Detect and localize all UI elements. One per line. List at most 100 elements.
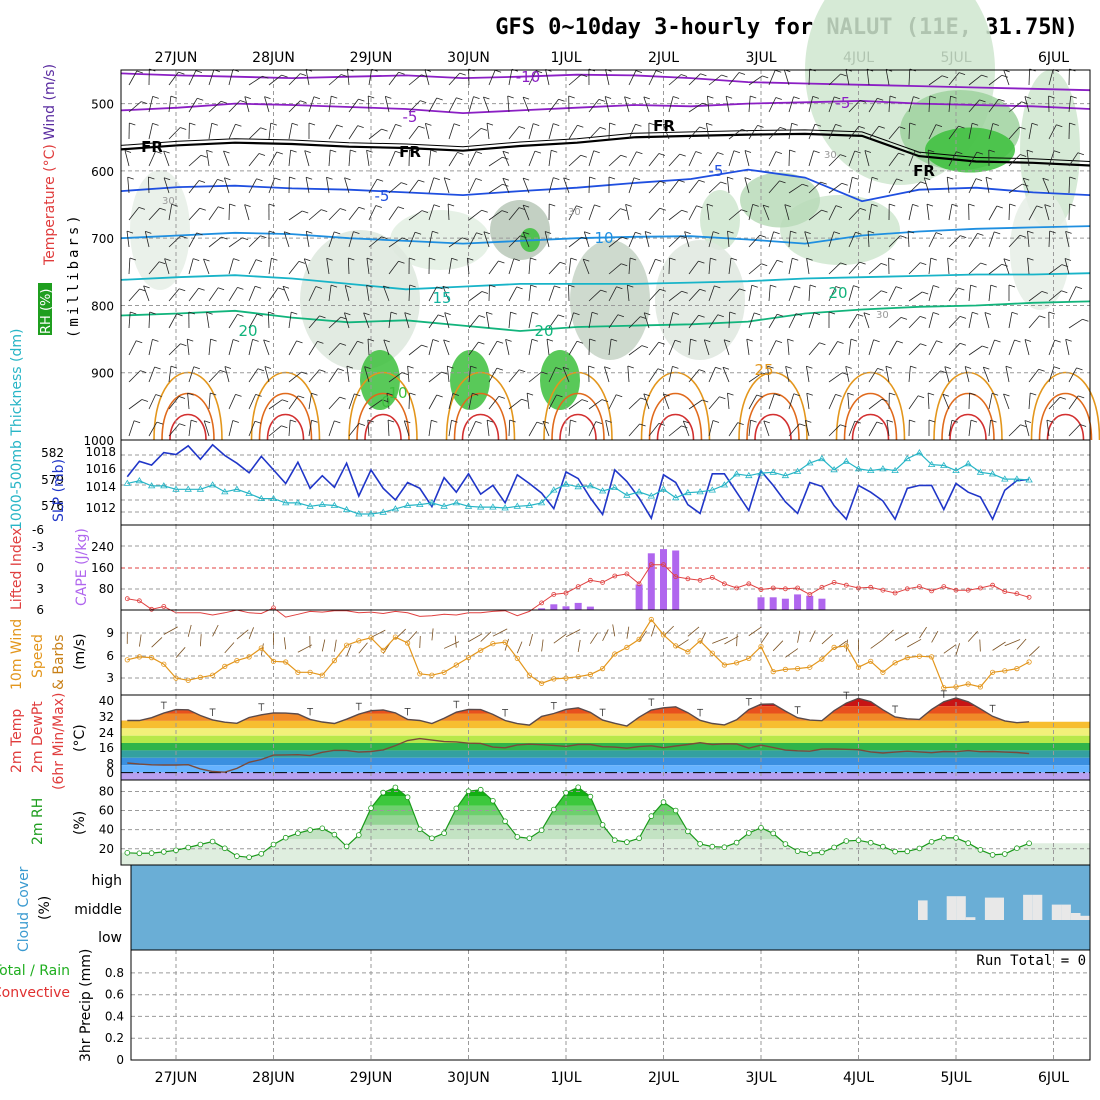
li-tick: 3 xyxy=(36,582,44,596)
wind-barb-flag xyxy=(346,365,354,369)
wind-barb-flag xyxy=(133,420,141,424)
rh2m-marker xyxy=(282,834,289,841)
temperature-tick: 24 xyxy=(99,726,114,740)
wind-barb-flag xyxy=(659,180,666,184)
wind-barb-flag xyxy=(657,368,665,372)
wind-barb xyxy=(624,96,630,113)
wind-barb xyxy=(468,393,473,410)
wind-barb xyxy=(388,71,399,86)
wind-barb-flag xyxy=(941,75,949,79)
wind-barb xyxy=(628,257,631,275)
wind-barb-flag xyxy=(756,394,763,398)
wind-barb-flag xyxy=(555,367,562,370)
wind-barb-flag xyxy=(698,179,705,183)
wind-barb-flag xyxy=(510,311,517,315)
wind-barb xyxy=(508,69,513,86)
wind-barb-flag xyxy=(541,371,548,375)
wind-barb xyxy=(468,341,479,356)
wind-barb-flag xyxy=(775,69,782,73)
wind-barb-flag xyxy=(680,74,688,77)
wind-barb xyxy=(126,231,130,248)
wind-barb-flag xyxy=(820,181,827,185)
wind-barb-flag xyxy=(1036,205,1043,209)
wind-barb xyxy=(568,284,570,302)
wind-barb xyxy=(228,237,243,248)
wind10-marker xyxy=(794,665,801,672)
wind-barb-flag xyxy=(774,393,781,397)
cape-bar xyxy=(538,608,546,610)
wind-barb xyxy=(768,231,774,248)
wind-barb-flag xyxy=(775,97,782,100)
wind-barb xyxy=(768,340,777,356)
rh2m-marker xyxy=(234,853,240,859)
wind-barb xyxy=(223,150,230,167)
wind10-marker xyxy=(599,665,606,672)
wind-barb xyxy=(384,96,390,113)
wind-barb xyxy=(488,340,498,356)
wind-barb xyxy=(548,394,557,410)
wind-barb-flag xyxy=(433,204,441,208)
wind-barb-flag xyxy=(1039,315,1046,319)
li-marker xyxy=(1026,594,1032,600)
wind-barb-flag xyxy=(698,314,705,318)
wind-barb-flag xyxy=(521,398,528,402)
wind-barb-flag xyxy=(176,313,183,317)
li-marker xyxy=(819,584,825,590)
wind-barb xyxy=(448,123,455,140)
wind-barb-flag xyxy=(584,231,591,235)
li-tick: 6 xyxy=(36,603,44,617)
wind-barb xyxy=(608,236,622,248)
wind-barb-flag xyxy=(313,96,321,100)
wind-barb-flag xyxy=(713,231,720,234)
wind-barb-flag xyxy=(301,371,308,375)
wind-barb-flag xyxy=(210,338,217,342)
wind-barb-flag xyxy=(589,176,596,180)
wind-barb xyxy=(568,419,571,437)
wind-barb-flag xyxy=(513,258,520,262)
wind-barb xyxy=(408,74,422,86)
wind-barb-flag xyxy=(232,339,240,342)
cape-bar xyxy=(781,598,789,610)
wind-barb xyxy=(708,285,715,302)
wind-barb-flag xyxy=(984,312,992,315)
date-label-top: 2JUL xyxy=(648,50,679,66)
wind-barb xyxy=(444,312,450,329)
wind-barb-flag xyxy=(221,236,228,240)
thickness-marker xyxy=(952,466,960,473)
wind10-barb xyxy=(590,632,598,644)
wind10-marker xyxy=(855,664,862,670)
wind-barb xyxy=(968,345,983,356)
cape-bar xyxy=(660,549,667,610)
cloud-level-label: low xyxy=(98,930,122,946)
wind-barb xyxy=(788,423,800,437)
wind-barb xyxy=(668,74,682,86)
wind-barb xyxy=(1064,258,1070,275)
wind-barb xyxy=(206,312,210,329)
wind-barb-flag xyxy=(152,96,159,99)
wind-barb xyxy=(968,233,978,248)
wind-barb xyxy=(268,425,282,437)
wind-barb xyxy=(728,422,739,437)
thickness-marker xyxy=(635,488,643,495)
wind10-barb xyxy=(612,624,616,637)
wind-barb xyxy=(788,183,803,194)
wind-barb xyxy=(1008,126,1020,140)
li-marker xyxy=(978,585,983,591)
wind-barb xyxy=(568,205,577,221)
wind-barb xyxy=(528,123,534,140)
wind-barb-flag xyxy=(835,394,842,397)
wind-barb xyxy=(988,98,999,113)
wind-barb xyxy=(727,393,730,410)
rh2m-marker xyxy=(782,841,789,847)
wind-barb-flag xyxy=(581,399,589,402)
thickness-marker xyxy=(464,502,473,509)
wind-barb xyxy=(206,150,210,167)
wind-barb xyxy=(828,341,838,356)
wind-barb xyxy=(248,421,256,437)
wind-barb-flag xyxy=(977,233,984,236)
wind-barb xyxy=(522,204,530,221)
rh2m-marker xyxy=(794,848,801,854)
temperature-tick: 32 xyxy=(99,710,114,724)
rh2m-marker xyxy=(916,845,923,852)
wind-barb-flag xyxy=(155,151,162,154)
